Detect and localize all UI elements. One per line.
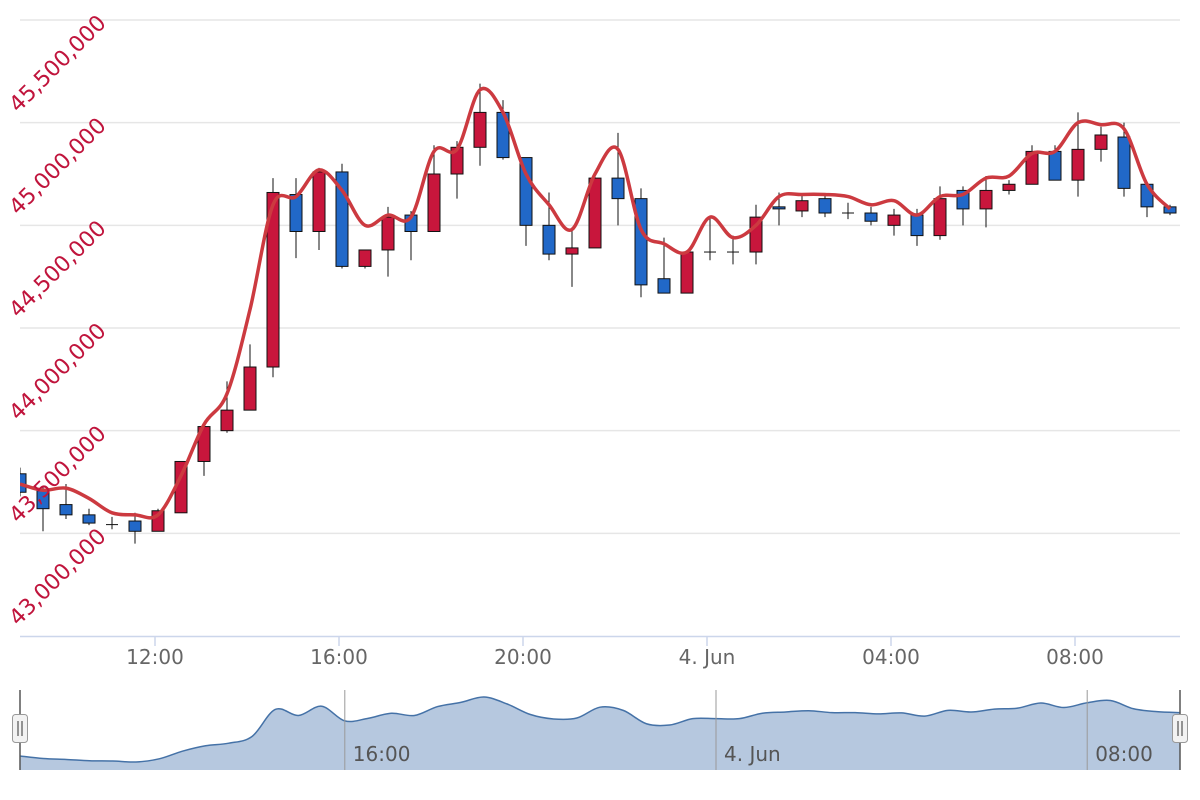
x-tick-label: 04:00 xyxy=(862,645,920,669)
candle-body xyxy=(519,157,533,226)
y-tick-label: 45,500,000 xyxy=(5,11,112,118)
navigator-handle-left[interactable] xyxy=(12,714,28,743)
candle-body xyxy=(289,194,303,232)
candle-body xyxy=(887,214,901,226)
y-tick-label: 44,500,000 xyxy=(5,216,112,323)
candle-body xyxy=(1025,150,1039,185)
x-tick-label: 12:00 xyxy=(126,645,184,669)
candle-body xyxy=(910,214,924,237)
navigator-tick-label: 08:00 xyxy=(1095,742,1153,766)
navigator-line xyxy=(19,696,1181,763)
candle-body xyxy=(795,200,809,212)
candle-body xyxy=(20,473,27,493)
x-tick-label: 4. Jun xyxy=(679,645,736,669)
y-tick-label: 45,000,000 xyxy=(5,113,112,220)
x-tick-label: 16:00 xyxy=(310,645,368,669)
candle-body xyxy=(473,111,487,148)
candle-body xyxy=(82,514,96,524)
candle-body xyxy=(312,171,326,232)
candle-body xyxy=(266,191,280,368)
candle-body xyxy=(611,177,625,200)
navigator-handles xyxy=(12,714,1188,743)
grid xyxy=(20,19,1180,535)
axes: 43,000,00043,500,00044,000,00044,500,000… xyxy=(5,11,1104,669)
candle-body xyxy=(542,224,556,255)
candle-body xyxy=(59,504,73,516)
candle-body xyxy=(381,216,395,251)
candle-body xyxy=(1117,136,1131,189)
y-tick-label: 44,000,000 xyxy=(5,319,112,426)
candle-body xyxy=(979,189,993,210)
y-tick-label: 43,000,000 xyxy=(5,524,112,631)
candle-body xyxy=(243,366,257,411)
candle-body xyxy=(128,520,142,532)
candle-body xyxy=(588,177,602,249)
x-tick-label: 20:00 xyxy=(494,645,552,669)
candle-body xyxy=(358,249,372,267)
navigator-area xyxy=(20,696,1180,770)
candle-body xyxy=(1094,134,1108,150)
candle-body xyxy=(818,198,832,214)
candle-body xyxy=(1048,150,1062,181)
navigator-tick-label: 16:00 xyxy=(353,742,411,766)
candle-body xyxy=(680,251,694,294)
candle-body xyxy=(657,278,671,294)
navigator-handle-right[interactable] xyxy=(1172,714,1188,743)
smoothed-line xyxy=(20,86,1172,520)
navigator-tick-label: 4. Jun xyxy=(724,742,781,766)
candle-body xyxy=(1002,183,1016,191)
plot-area xyxy=(20,83,1177,544)
candle-body xyxy=(427,173,441,232)
navigator: 16:00 4. Jun 08:00 xyxy=(19,690,1181,770)
x-tick-label: 08:00 xyxy=(1046,645,1104,669)
candle-body xyxy=(933,198,947,237)
candle-body xyxy=(772,206,786,210)
candle-body xyxy=(1071,148,1085,181)
candle-body xyxy=(565,247,579,255)
candle-body xyxy=(864,212,878,222)
candle-body xyxy=(220,409,234,432)
